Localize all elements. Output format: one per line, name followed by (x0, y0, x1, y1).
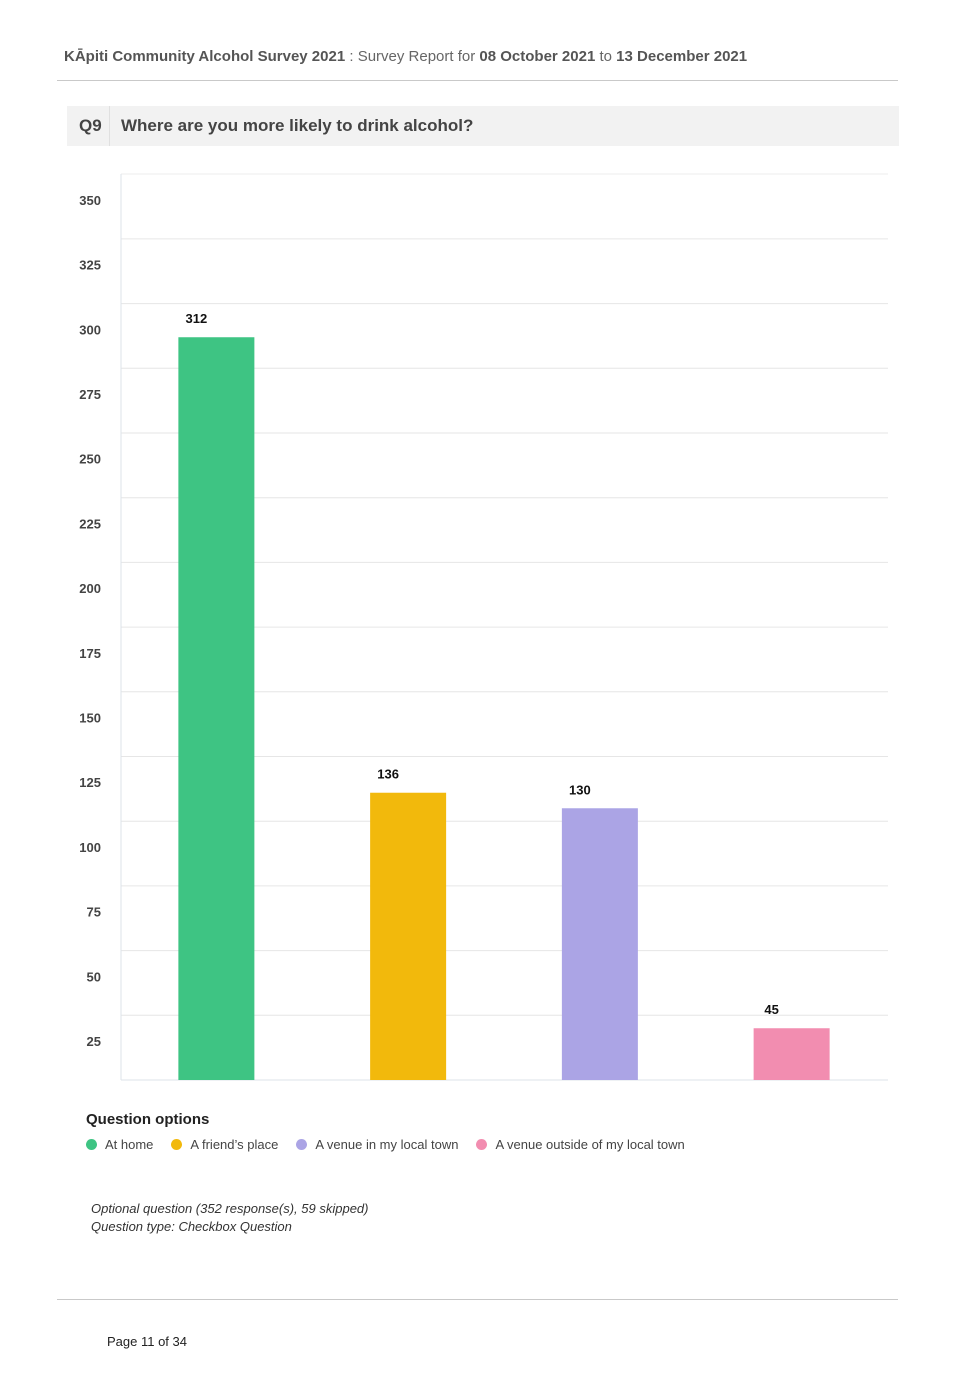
question-type: Question type: Checkbox Question (91, 1219, 292, 1234)
y-tick-label: 250 (79, 452, 101, 467)
legend-swatch (476, 1139, 488, 1150)
survey-title: KĀpiti Community Alcohol Survey 2021 (64, 48, 346, 65)
header-separator: : (345, 48, 358, 65)
y-tick-label: 200 (79, 581, 101, 596)
data-label: 130 (569, 782, 591, 797)
y-tick-label: 350 (79, 193, 101, 208)
y-tick-label: 25 (87, 1034, 101, 1049)
bar-2 (370, 792, 447, 1080)
start-date: 08 October 2021 (479, 48, 596, 65)
legend-label: A venue in my local town (315, 1137, 459, 1152)
data-label: 45 (764, 1002, 778, 1017)
data-label: 136 (377, 767, 399, 782)
legend-item: A venue outside of my local town (476, 1137, 685, 1152)
chart-legend: At home A friend’s place A venue in my loc… (86, 1137, 703, 1152)
legend-label: A friend’s place (190, 1137, 279, 1152)
legend-item: A venue in my local town (296, 1137, 458, 1152)
legend-label: At home (105, 1137, 154, 1152)
page-number: Page 11 of 34 (107, 1334, 187, 1349)
bar-1 (178, 337, 255, 1080)
legend-label: A venue outside of my local town (495, 1137, 685, 1152)
bar-3 (561, 808, 638, 1080)
y-tick-label: 50 (87, 969, 101, 984)
legend-swatch (296, 1139, 308, 1150)
y-tick-label: 275 (79, 387, 101, 402)
y-tick-label: 225 (79, 516, 101, 531)
legend-item: At home (86, 1137, 153, 1152)
end-date: 13 December 2021 (616, 48, 748, 65)
y-tick-label: 175 (79, 646, 101, 661)
legend-swatch (171, 1139, 183, 1150)
data-label: 312 (186, 311, 208, 326)
response-summary: Optional question (352 response(s), 59 s… (91, 1201, 369, 1216)
bar-4 (753, 1028, 830, 1080)
legend-swatch (86, 1139, 97, 1150)
y-tick-label: 150 (79, 711, 101, 726)
question-number: Q9 (79, 116, 102, 135)
y-tick-label: 125 (79, 775, 101, 790)
header-divider (57, 80, 898, 81)
legend-title: Question options (86, 1111, 210, 1128)
report-prefix: Survey Report for (357, 48, 480, 65)
question-title: Where are you more likely to drink alcoh… (121, 116, 474, 135)
legend-item: A friend’s place (171, 1137, 278, 1152)
question-heading: Q9 Where are you more likely to drink al… (67, 106, 899, 146)
y-tick-label: 300 (79, 322, 101, 337)
question-separator (109, 106, 110, 146)
footer-divider (57, 1299, 898, 1300)
y-tick-label: 325 (79, 258, 101, 273)
y-tick-label: 75 (87, 905, 101, 920)
date-to: to (595, 48, 617, 65)
report-header: KĀpiti Community Alcohol Survey 2021 : S… (64, 48, 747, 65)
y-tick-label: 100 (79, 840, 101, 855)
